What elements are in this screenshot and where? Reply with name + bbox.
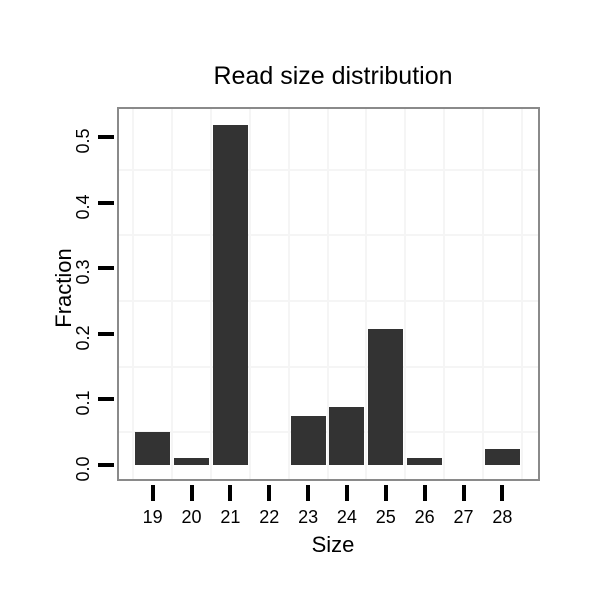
bar-25 (368, 329, 404, 465)
minor-gridline-vertical (365, 109, 368, 479)
x-tick-26 (422, 485, 427, 501)
y-tick-label-0.2: 0.2 (73, 325, 93, 351)
minor-gridline-horizontal (119, 365, 538, 368)
x-axis-label: Size (311, 532, 355, 557)
bar-26 (407, 457, 443, 465)
y-tick-label-0.0: 0.0 (73, 456, 93, 482)
minor-gridline-horizontal (119, 431, 538, 434)
x-tick-label-19: 19 (142, 507, 163, 527)
minor-gridline-vertical (404, 109, 407, 479)
y-tick-label-0.3: 0.3 (73, 259, 93, 285)
x-tick-21 (228, 485, 233, 501)
x-tick-label-26: 26 (414, 507, 435, 527)
x-tick-24 (344, 485, 349, 501)
plot-panel (117, 107, 540, 481)
minor-gridline-vertical (171, 109, 174, 479)
bar-21 (212, 125, 248, 465)
x-tick-label-20: 20 (181, 507, 202, 527)
minor-gridline-vertical (520, 109, 523, 479)
minor-gridline-horizontal (119, 234, 538, 237)
bar-23 (290, 415, 326, 465)
x-tick-20 (189, 485, 194, 501)
x-tick-28 (500, 485, 505, 501)
bar-19 (135, 432, 171, 465)
x-tick-label-21: 21 (220, 507, 241, 527)
minor-gridline-vertical (209, 109, 212, 479)
y-tick-label-0.4: 0.4 (73, 194, 93, 220)
minor-gridline-vertical (326, 109, 329, 479)
bar-28 (484, 449, 520, 465)
x-tick-label-23: 23 (298, 507, 319, 527)
minor-gridline-vertical (481, 109, 484, 479)
minor-gridline-vertical (443, 109, 446, 479)
minor-gridline-horizontal (119, 300, 538, 302)
minor-gridline-vertical (248, 109, 251, 479)
chart-title: Read size distribution (213, 62, 453, 90)
y-tick-0.3 (98, 266, 114, 271)
x-tick-22 (267, 485, 272, 501)
x-tick-label-28: 28 (492, 507, 513, 527)
y-tick-label-0.5: 0.5 (73, 128, 93, 154)
minor-gridline-vertical (132, 109, 135, 479)
y-tick-label-0.1: 0.1 (73, 390, 93, 416)
y-tick-0.5 (98, 135, 114, 139)
y-tick-0.1 (98, 397, 114, 402)
bar-24 (329, 406, 365, 465)
minor-gridline-horizontal (119, 168, 538, 171)
x-tick-label-24: 24 (336, 507, 357, 527)
bar-20 (174, 457, 210, 465)
minor-gridline-vertical (287, 109, 290, 479)
y-tick-0.0 (98, 463, 114, 467)
y-tick-0.2 (98, 331, 114, 336)
x-tick-19 (150, 485, 155, 501)
x-tick-27 (461, 485, 466, 501)
x-tick-label-27: 27 (453, 507, 474, 527)
x-tick-23 (306, 485, 311, 501)
x-tick-label-22: 22 (259, 507, 280, 527)
x-tick-25 (383, 485, 388, 501)
y-tick-0.4 (98, 200, 114, 205)
x-tick-label-25: 25 (375, 507, 396, 527)
